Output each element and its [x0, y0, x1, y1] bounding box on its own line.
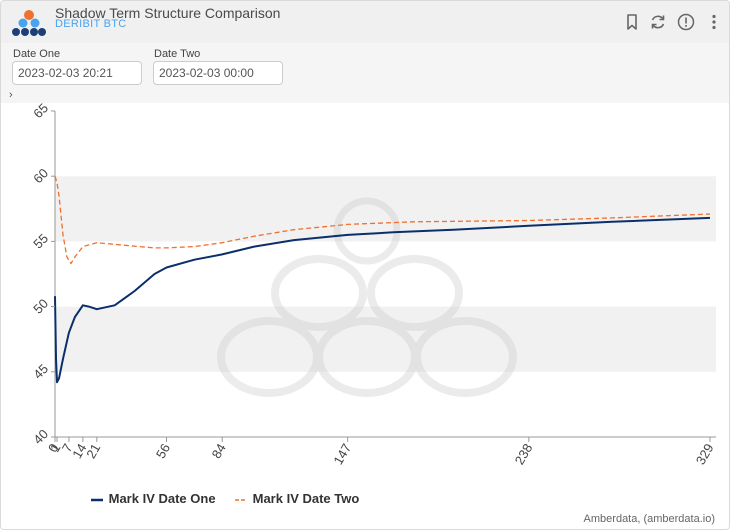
page-title: Shadow Term Structure Comparison — [55, 5, 281, 21]
y-tick-label: 55 — [30, 231, 51, 252]
x-tick-label: 84 — [209, 441, 229, 461]
y-tick-label: 45 — [30, 361, 51, 382]
x-tick-label: 14 — [69, 441, 89, 461]
legend-swatch-dashed — [235, 498, 247, 501]
x-tick-label: 238 — [512, 441, 536, 467]
grid-band — [55, 241, 716, 307]
x-tick-label: 56 — [153, 441, 173, 461]
x-tick-label: 21 — [83, 441, 103, 461]
y-tick-label: 60 — [30, 165, 51, 186]
y-tick-label: 65 — [30, 103, 51, 121]
card-header: Shadow Term Structure Comparison DERIBIT… — [1, 1, 729, 44]
credit-text: Amberdata, (amberdata.io) — [583, 513, 715, 525]
grid-band — [55, 371, 716, 437]
info-icon[interactable] — [677, 13, 695, 31]
legend-label-date-one: Mark IV Date One — [108, 491, 216, 506]
legend-label-date-two: Mark IV Date Two — [252, 491, 360, 506]
series-line-1 — [54, 216, 711, 384]
x-tick-label: 147 — [330, 441, 354, 467]
expand-chevron-icon[interactable]: › — [9, 89, 13, 101]
exchange-subtitle: DERIBIT BTC — [55, 18, 127, 30]
grid-band — [55, 306, 716, 372]
grid-band — [55, 176, 716, 242]
watermark-logo — [217, 197, 517, 397]
date-two-label: Date Two — [154, 48, 201, 60]
date-filters: Date One Date Two — [1, 43, 729, 103]
legend-item-date-two[interactable]: Mark IV Date Two — [235, 491, 359, 506]
legend-swatch-solid — [91, 498, 103, 501]
date-two-input[interactable] — [153, 61, 283, 85]
more-vertical-icon[interactable] — [705, 13, 723, 31]
series-line-2 — [54, 176, 711, 265]
legend-item-date-one[interactable]: Mark IV Date One — [91, 491, 216, 506]
x-tick-label: 329 — [693, 441, 717, 467]
grid-band — [55, 111, 716, 177]
bookmark-icon[interactable] — [623, 13, 641, 31]
refresh-icon[interactable] — [649, 13, 667, 31]
amberdata-logo-icon — [12, 10, 46, 36]
date-one-label: Date One — [13, 48, 61, 60]
chart-area: 40 45 50 55 60 65 0 1 7 14 21 56 84 147 238 329 Mark I… — [1, 100, 729, 529]
date-one-input[interactable] — [12, 61, 142, 85]
y-tick-label: 50 — [30, 296, 51, 317]
